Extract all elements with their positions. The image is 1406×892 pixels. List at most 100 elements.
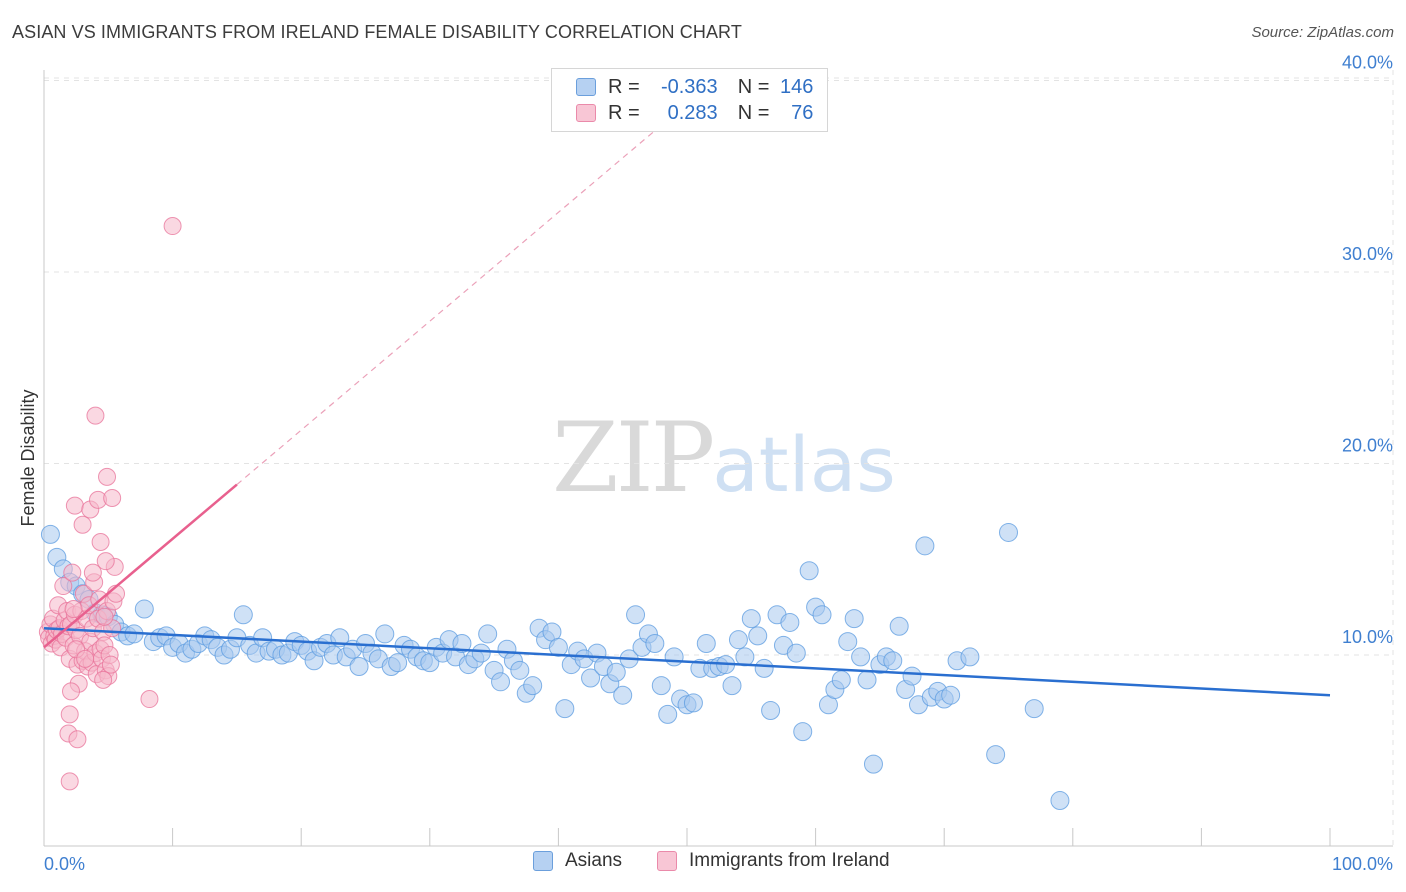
points-layer [38, 217, 1070, 811]
correlation-legend: R = -0.363 N = 146 R = 0.283 N = 76 [551, 68, 828, 132]
bottom-legend-label-asians: Asians [565, 850, 623, 871]
asian-point [134, 599, 154, 619]
trend-layer [43, 103, 1331, 697]
watermark: ZIPatlas [552, 402, 896, 514]
asian-point [349, 656, 369, 676]
asian-point [471, 643, 491, 663]
ireland-point [94, 670, 113, 689]
ireland-trend-extension [236, 103, 688, 486]
asian-trend-line [43, 626, 1331, 697]
legend-r-value: 0.283 [667, 101, 718, 124]
asian-point [626, 605, 646, 625]
legend-r-label: R = [608, 75, 640, 98]
ireland-point [140, 690, 159, 709]
asian-point [722, 676, 742, 696]
legend-n-label: N = [737, 101, 770, 124]
asian-point [664, 647, 684, 667]
asian-point [1024, 699, 1044, 719]
ireland-point [98, 467, 117, 486]
asian-point [761, 701, 781, 721]
asian-point [452, 634, 472, 654]
ireland-point [64, 600, 83, 619]
asian-point [1050, 791, 1070, 811]
asian-point [523, 676, 543, 696]
asian-point [889, 616, 909, 636]
ireland-point [95, 607, 114, 626]
grid-layer [44, 70, 1394, 846]
asian-point [658, 704, 678, 724]
ireland-point [86, 406, 105, 425]
legend-row-ireland: R = 0.283 N = 76 [576, 101, 813, 125]
asian-point [40, 524, 60, 544]
source-attribution: Source: ZipAtlas.com [1251, 24, 1394, 41]
asian-point [555, 699, 575, 719]
legend-r-value: -0.363 [660, 75, 718, 98]
asian-point [902, 666, 922, 686]
ireland-point [103, 488, 122, 507]
x-tick-label: 0.0% [44, 854, 85, 874]
ireland-point [91, 533, 110, 552]
asian-point [683, 693, 703, 713]
asian-point [388, 653, 408, 673]
ireland-point [63, 563, 82, 582]
asian-point [606, 662, 626, 682]
asian-point [581, 668, 601, 688]
y-axis-label: Female Disability [18, 389, 38, 526]
asian-point [613, 685, 633, 705]
axis-layer [43, 70, 1393, 847]
bottom-legend-swatch-ireland [657, 851, 677, 871]
ireland-point [101, 655, 120, 674]
asian-point [960, 647, 980, 667]
ireland-point [83, 563, 102, 582]
ireland-point [76, 649, 95, 668]
legend-n-value: 146 [780, 75, 814, 98]
bottom-legend-swatch-asians [533, 851, 553, 871]
chart-title: ASIAN VS IMMIGRANTS FROM IRELAND FEMALE … [12, 22, 742, 42]
label-layer: 10.0% 20.0% 30.0% 40.0% 0.0% 100.0% Female Dis… [18, 53, 1393, 875]
asian-point [786, 643, 806, 663]
asian-point [986, 745, 1006, 765]
legend-swatch-asians [576, 78, 596, 96]
asian-point [793, 722, 813, 742]
watermark-atlas: atlas [712, 420, 896, 509]
watermark-zip: ZIP [552, 402, 715, 514]
asian-point [696, 634, 716, 654]
asian-point [741, 609, 761, 629]
asian-point [844, 609, 864, 629]
asian-point [754, 658, 774, 678]
asian-point [645, 634, 665, 654]
ireland-trend-line [43, 483, 238, 649]
ireland-point [60, 772, 79, 791]
ireland-point [62, 682, 81, 701]
asian-point [863, 754, 883, 774]
y-tick-label: 20.0% [1342, 436, 1393, 456]
asian-point [478, 624, 498, 644]
asian-point [233, 605, 253, 625]
asian-point [491, 672, 511, 692]
x-tick-label: 100.0% [1332, 854, 1393, 874]
asian-point [915, 536, 935, 556]
ireland-point [73, 515, 92, 534]
legend-n-label: N = [737, 75, 770, 98]
y-tick-label: 10.0% [1342, 627, 1393, 647]
y-tick-label: 30.0% [1342, 244, 1393, 264]
bottom-legend-asians: Asians [533, 850, 622, 872]
asian-point [999, 522, 1018, 542]
legend-n-value: 76 [791, 101, 814, 124]
asian-point [799, 561, 819, 581]
asian-point [651, 676, 671, 696]
legend-row-asians: R = -0.363 N = 146 [576, 75, 813, 99]
ireland-point [54, 577, 73, 596]
ireland-point [60, 705, 79, 724]
y-tick-label: 40.0% [1342, 53, 1393, 73]
asian-point [883, 651, 903, 671]
asian-point [838, 632, 858, 652]
ireland-point [163, 217, 182, 236]
asian-point [780, 612, 800, 632]
ireland-point [68, 730, 87, 749]
asian-point [831, 670, 851, 690]
legend-r-label: R = [608, 101, 640, 124]
ireland-point [65, 496, 84, 515]
bottom-legend-label-ireland: Immigrants from Ireland [689, 850, 890, 871]
